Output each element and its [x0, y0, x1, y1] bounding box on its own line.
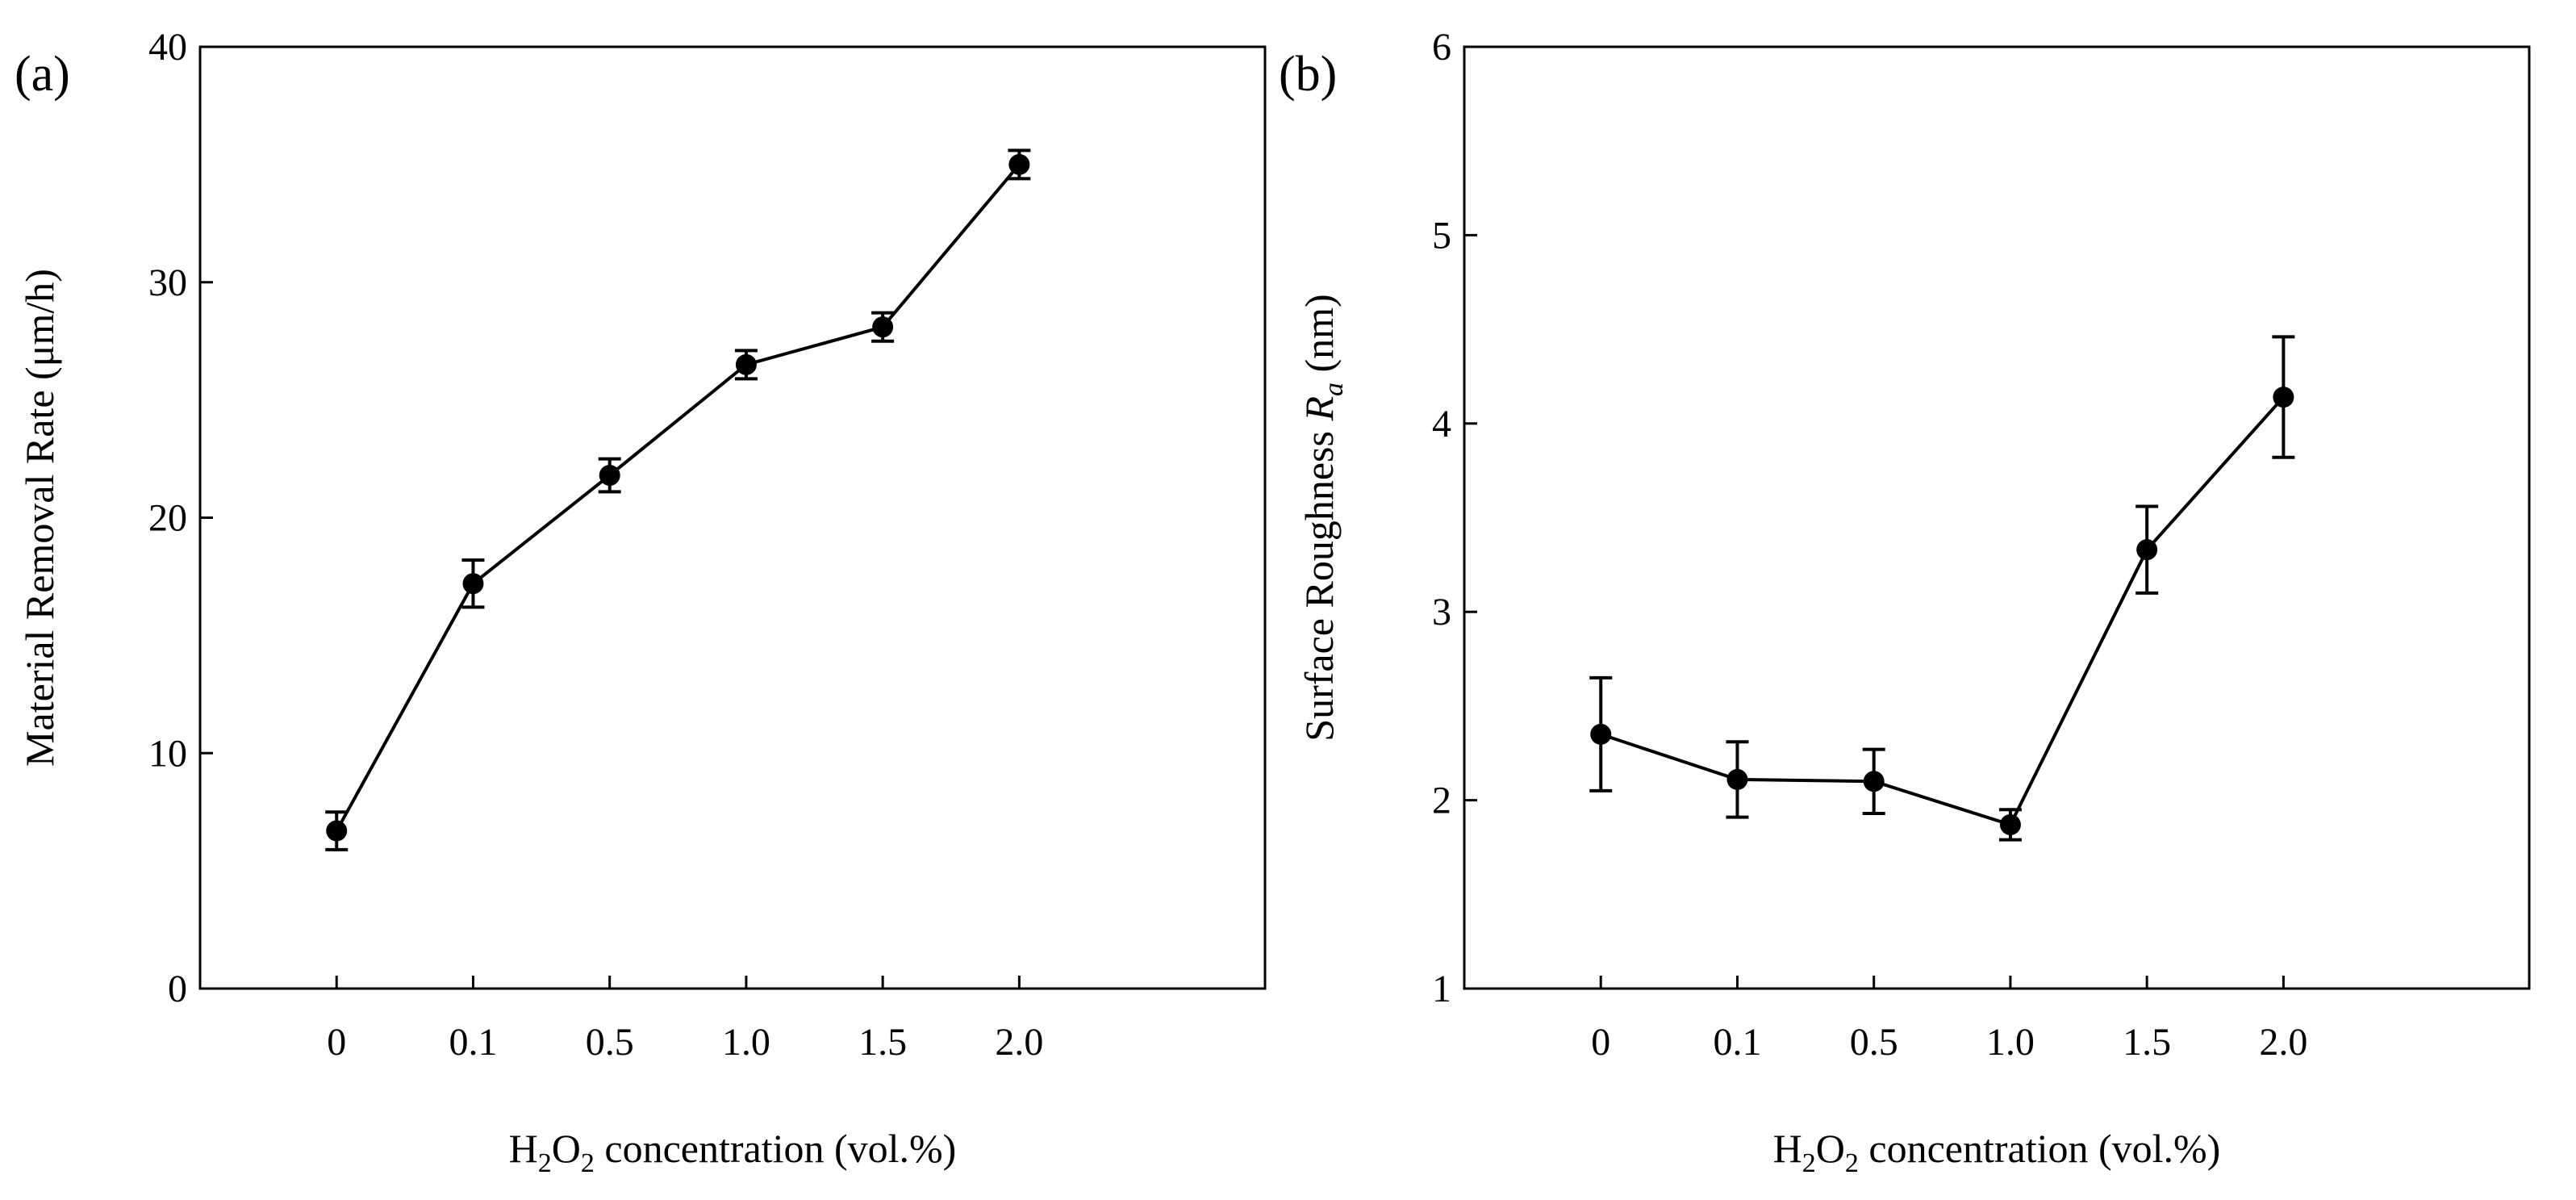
data-point [599, 464, 620, 486]
y-tick-label: 4 [1432, 403, 1451, 445]
series-line [1600, 395, 2285, 827]
x-axis-label: H2O2 concentration (vol.%) [509, 1126, 957, 1178]
data-point [326, 820, 348, 842]
y-axis-label: Material Removal Rate (μm/h) [17, 269, 62, 767]
x-tick-label: 0 [327, 1021, 346, 1064]
data-point [2273, 387, 2294, 408]
x-tick-label: 0.5 [586, 1021, 634, 1064]
y-axis-label: Surface Roughness Ra (nm) [1296, 294, 1349, 741]
data-point [735, 353, 757, 375]
x-axis-label: H2O2 concentration (vol.%) [1773, 1126, 2221, 1178]
y-tick-label: 10 [148, 732, 187, 775]
series-line [335, 163, 1021, 832]
x-tick-label: 0.5 [1850, 1021, 1898, 1064]
y-tick-label: 3 [1432, 591, 1451, 633]
data-point [1999, 813, 2021, 835]
y-tick-label: 6 [1432, 26, 1451, 69]
plot-frame [1463, 45, 2531, 990]
y-tick-label: 30 [148, 261, 187, 304]
plot-frame [198, 45, 1267, 990]
data-point [872, 316, 894, 338]
x-tick-label: 1.0 [1986, 1021, 2035, 1064]
x-tick-label: 2.0 [995, 1021, 1043, 1064]
data-point [1008, 153, 1030, 175]
panel-label: (a) [15, 47, 70, 102]
chart-panel-a: 0 10 20 30 40 0 0.1 0.5 1.0 1.5 2.0 H2O2 concentrat… [15, 26, 1267, 1178]
y-tick-label: 40 [148, 26, 187, 69]
data-point [1863, 771, 1885, 792]
data-point [2136, 539, 2158, 561]
data-point [462, 573, 484, 595]
x-tick-label: 2.0 [2259, 1021, 2307, 1064]
data-point [1590, 723, 1612, 745]
y-tick-label: 0 [168, 968, 187, 1010]
x-tick-label: 1.0 [722, 1021, 770, 1064]
y-tick-label: 2 [1432, 780, 1451, 822]
chart-panel-b: 1 2 3 4 5 6 0 0.1 0.5 1.0 1.5 2.0 H2O2 concentration… [1279, 26, 2531, 1178]
y-tick-label: 5 [1432, 214, 1451, 257]
x-tick-label: 1.5 [2123, 1021, 2171, 1064]
x-tick-label: 0.1 [449, 1021, 497, 1064]
x-tick-label: 0.1 [1713, 1021, 1761, 1064]
panel-label: (b) [1279, 47, 1337, 102]
y-tick-label: 1 [1432, 968, 1451, 1010]
y-tick-label: 20 [148, 497, 187, 540]
x-tick-label: 0 [1591, 1021, 1610, 1064]
data-point [1726, 768, 1748, 790]
x-tick-label: 1.5 [858, 1021, 907, 1064]
